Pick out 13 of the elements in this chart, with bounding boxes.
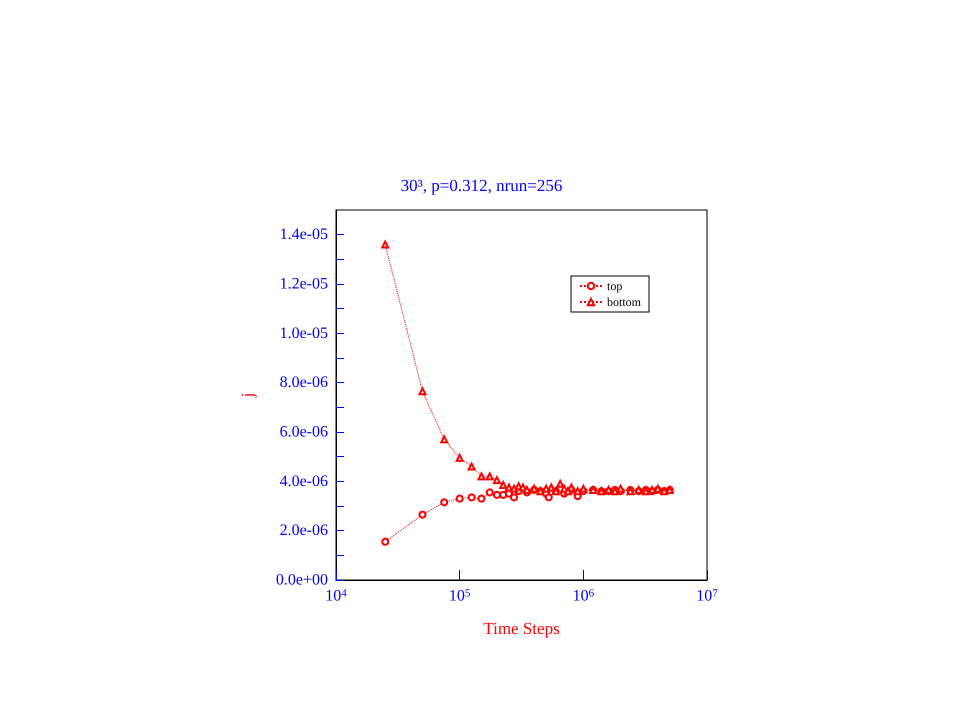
y-tick-label: 4.0e-06: [280, 472, 328, 490]
y-tick-label: 1.2e-05: [280, 276, 328, 292]
legend-label: bottom: [607, 295, 642, 309]
y-tick-label: 0.0e+00: [276, 572, 328, 588]
y-axis-title: j: [238, 392, 257, 398]
chart-title: 30³, p=0.312, nrun=256: [400, 176, 562, 195]
x-axis-title: Time Steps: [483, 619, 560, 638]
legend-label: top: [607, 279, 622, 293]
y-tick-label: 1.4e-05: [280, 226, 328, 244]
y-tick-label: 2.0e-06: [280, 522, 328, 540]
y-tick-label: 6.0e-06: [280, 424, 328, 440]
y-tick-label: 1.0e-05: [280, 324, 328, 342]
y-tick-label: 8.0e-06: [280, 374, 328, 392]
